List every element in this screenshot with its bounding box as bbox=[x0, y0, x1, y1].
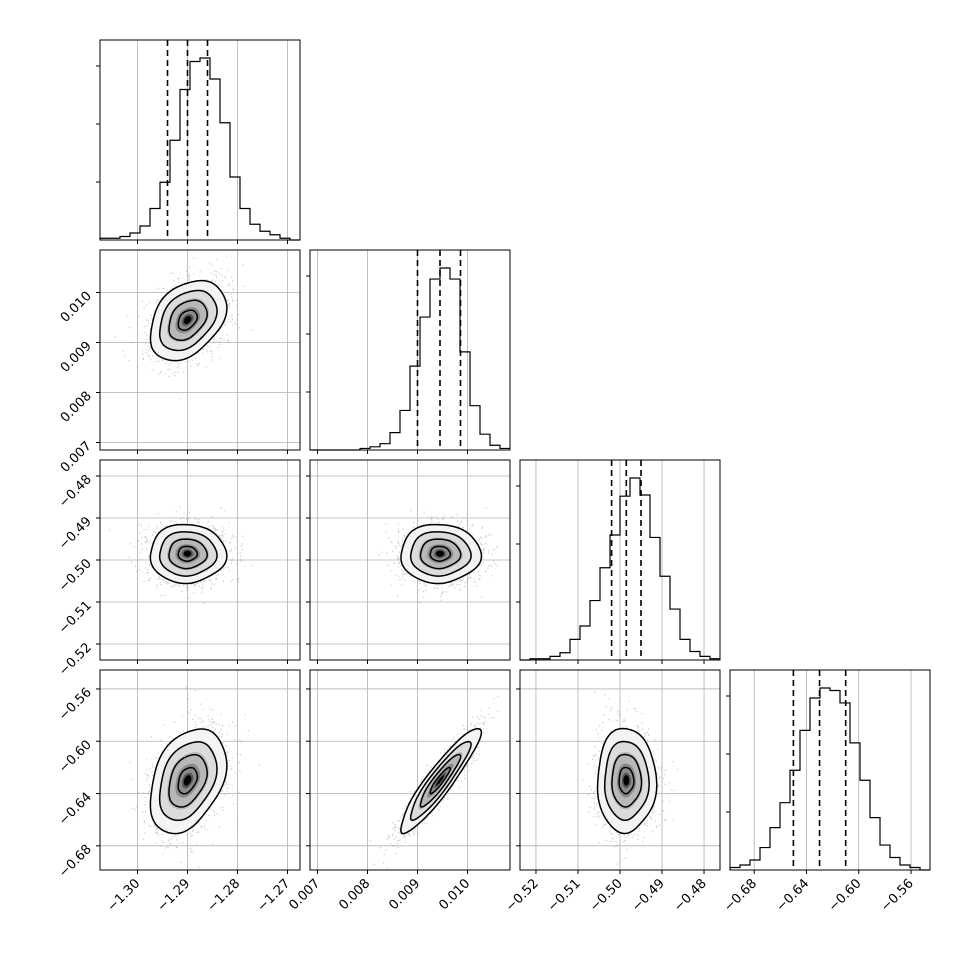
axes-frame bbox=[309, 249, 511, 451]
contour-line bbox=[149, 523, 228, 585]
contour-line bbox=[158, 531, 218, 577]
x-tick-label: 0.010 bbox=[436, 876, 473, 913]
x-tick-label: 0.009 bbox=[386, 876, 423, 913]
scatter-panel-3-1: 0.007 0.008 0.009 0.010 bbox=[286, 669, 511, 913]
scatter-panel-3-2: −0.52 −0.51 −0.50 −0.49 −0.48 bbox=[503, 669, 721, 915]
axes-frame bbox=[519, 459, 721, 661]
contour-line bbox=[400, 728, 483, 835]
axes-frame bbox=[99, 249, 301, 451]
contour-line bbox=[177, 545, 199, 562]
x-tick-label: −0.52 bbox=[503, 876, 542, 915]
axes-frame bbox=[729, 669, 931, 871]
histogram-step bbox=[310, 267, 510, 451]
scatter-panel-2-1 bbox=[306, 459, 511, 664]
y-tick-label: −0.48 bbox=[56, 472, 95, 511]
contour-line bbox=[429, 545, 452, 562]
x-tick-label: −1.27 bbox=[255, 876, 294, 915]
contour-line bbox=[429, 766, 452, 795]
y-tick-label: 0.007 bbox=[58, 439, 95, 476]
y-tick-label: 0.009 bbox=[58, 339, 95, 376]
contour-line bbox=[177, 766, 199, 795]
contour-line bbox=[149, 279, 228, 362]
contour-line bbox=[611, 753, 643, 808]
y-tick-label: −0.60 bbox=[56, 737, 95, 776]
x-tick-label: −0.49 bbox=[629, 876, 668, 915]
contour-line bbox=[596, 727, 658, 835]
x-tick-label: 0.008 bbox=[336, 876, 373, 913]
histogram-step bbox=[520, 477, 720, 661]
axes-frame bbox=[309, 459, 511, 661]
density-peak bbox=[436, 775, 444, 786]
x-tick-label: −0.48 bbox=[671, 876, 710, 915]
x-tick-label: −0.50 bbox=[587, 876, 626, 915]
x-tick-label: −0.64 bbox=[774, 876, 813, 915]
histogram-step bbox=[99, 57, 300, 241]
contour-line bbox=[168, 538, 208, 570]
axes-frame bbox=[519, 669, 721, 871]
y-tick-label: −0.68 bbox=[56, 842, 95, 881]
contour-line bbox=[168, 299, 208, 342]
contour-line bbox=[149, 728, 228, 835]
density-peak bbox=[183, 775, 192, 786]
scatter-points bbox=[108, 506, 253, 604]
contour-line bbox=[168, 753, 208, 808]
histogram-panel-3: −0.68 −0.64 −0.60 −0.56 bbox=[721, 669, 931, 915]
x-tick-label: −1.30 bbox=[105, 876, 144, 915]
y-tick-label: −0.52 bbox=[56, 640, 95, 679]
axes-frame bbox=[99, 39, 301, 241]
x-tick-label: −1.28 bbox=[205, 876, 244, 915]
x-tick-label: 0.007 bbox=[286, 876, 323, 913]
y-tick-label: −0.50 bbox=[56, 556, 95, 595]
axes-frame bbox=[99, 459, 301, 661]
x-tick-label: −0.51 bbox=[545, 876, 584, 915]
contour-line bbox=[177, 309, 199, 331]
scatter-panel-1-0: 0.007 0.008 0.009 0.010 bbox=[58, 249, 301, 476]
contour-line bbox=[158, 741, 218, 822]
contour-line bbox=[400, 523, 483, 585]
x-tick-label: −0.60 bbox=[826, 876, 865, 915]
y-tick-label: −0.56 bbox=[56, 685, 95, 724]
scatter-panel-3-0: −1.30 −1.29 −1.28 −1.27 −0.68 −0.64 −0.60 −0.56 bbox=[56, 669, 301, 915]
contour-line bbox=[419, 538, 462, 570]
histogram-panel-0 bbox=[96, 39, 301, 244]
histogram-panel-2 bbox=[516, 459, 721, 664]
density-peak bbox=[183, 316, 192, 324]
density-peak bbox=[623, 775, 630, 786]
scatter-points bbox=[378, 507, 498, 604]
axes-frame bbox=[99, 669, 301, 871]
contour-line bbox=[618, 766, 635, 795]
contour-line bbox=[409, 740, 472, 822]
contour-line bbox=[419, 753, 462, 808]
y-tick-label: −0.64 bbox=[56, 790, 95, 829]
contour-line bbox=[603, 740, 650, 821]
y-tick-label: 0.008 bbox=[58, 389, 95, 426]
scatter-panel-2-0: −0.52−0.51−0.50−0.49−0.48 bbox=[56, 459, 301, 679]
x-tick-label: −0.68 bbox=[721, 876, 760, 915]
y-tick-label: −0.49 bbox=[56, 514, 95, 553]
axes-frame bbox=[309, 669, 511, 871]
contour-line bbox=[409, 531, 472, 577]
y-tick-label: 0.010 bbox=[58, 289, 95, 326]
x-tick-label: −1.29 bbox=[155, 876, 194, 915]
histogram-step bbox=[729, 687, 930, 871]
histogram-panel-1 bbox=[306, 249, 511, 454]
x-tick-label: −0.56 bbox=[878, 876, 917, 915]
contour-line bbox=[158, 289, 218, 352]
y-tick-label: −0.51 bbox=[56, 598, 95, 637]
density-peak bbox=[183, 550, 192, 557]
density-peak bbox=[436, 550, 444, 557]
scatter-points bbox=[582, 691, 679, 865]
